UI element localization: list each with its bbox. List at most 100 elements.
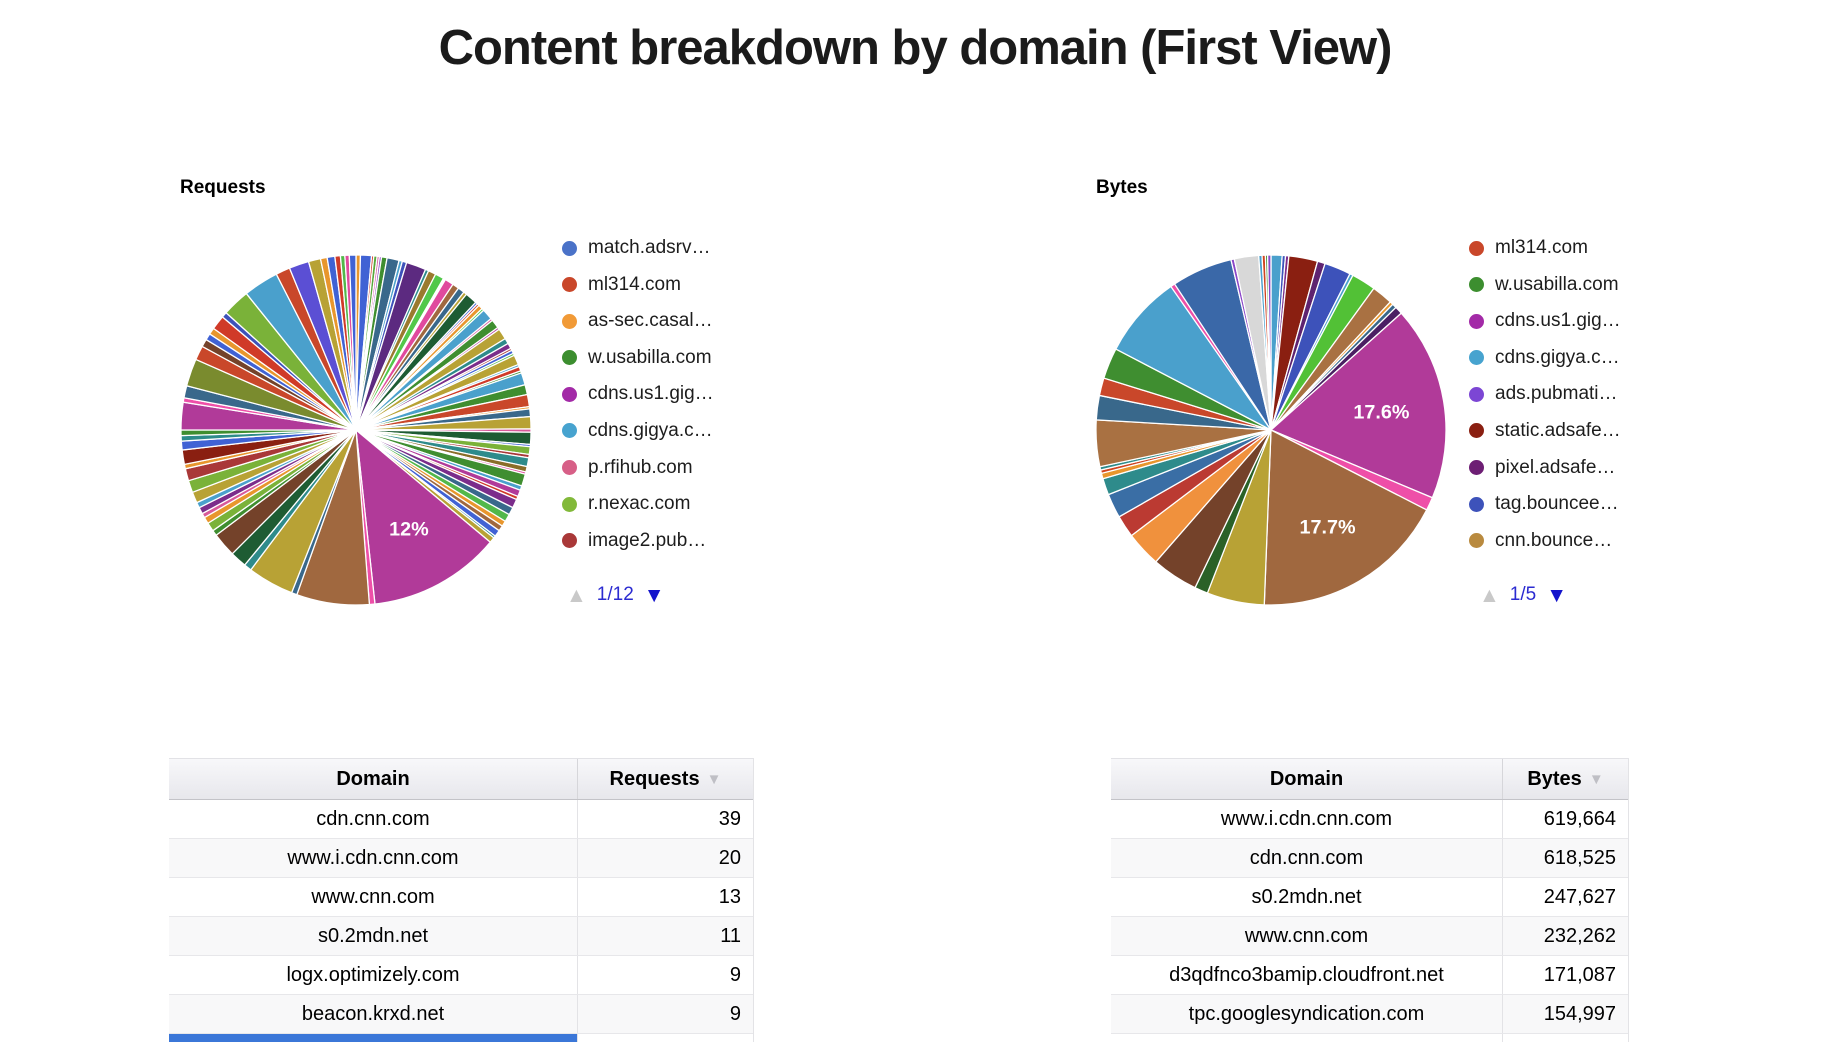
legend-label: tag.bouncee… — [1495, 493, 1619, 515]
table-row[interactable]: www.i.cdn.cnn.com 20 — [169, 839, 753, 878]
legend-label: image2.pub… — [588, 529, 707, 551]
legend-page-up-icon[interactable]: ▲ — [566, 583, 587, 607]
legend-swatch-icon — [562, 533, 577, 549]
table-row[interactable]: s0.2mdn.net 11 — [169, 917, 753, 956]
pie-slice[interactable] — [348, 254, 357, 431]
requests-legend: match.adsrv… ml314.com as-sec.casal… w.usab… — [562, 237, 714, 566]
bytes-pie-chart[interactable]: 17.6% 17.7% — [1093, 252, 1449, 608]
legend-swatch-icon — [562, 460, 577, 476]
legend-label: static.adsafe… — [1495, 419, 1621, 441]
legend-item[interactable]: ml314.com — [562, 274, 714, 296]
partial-row-value-cell — [577, 1034, 753, 1042]
legend-item[interactable]: tag.bouncee… — [1469, 493, 1621, 515]
pie-slice[interactable] — [355, 428, 492, 605]
legend-label: w.usabilla.com — [1495, 273, 1619, 295]
legend-swatch-icon — [562, 423, 577, 439]
requests-legend-pager: ▲ 1/12 ▼ — [566, 584, 665, 606]
bytes-chart-label: Bytes — [1096, 177, 1148, 198]
value-cell: 11 — [577, 917, 753, 955]
legend-item[interactable]: cdns.gigya.c… — [562, 420, 714, 442]
requests-pie-chart[interactable]: 12% — [178, 252, 534, 608]
legend-item[interactable]: w.usabilla.com — [1469, 274, 1621, 296]
legend-label: p.rfihub.com — [588, 456, 693, 478]
domain-header-label: Domain — [336, 767, 410, 790]
legend-item[interactable]: cdns.gigya.c… — [1469, 347, 1621, 369]
table-row[interactable]: cdn.cnn.com 618,525 — [1111, 839, 1628, 878]
value-cell: 247,627 — [1502, 878, 1628, 916]
value-cell: 9 — [577, 995, 753, 1033]
legend-label: pixel.adsafe… — [1495, 456, 1616, 478]
value-cell: 154,997 — [1502, 995, 1628, 1033]
pie-slice[interactable] — [1269, 312, 1447, 499]
domain-cell: tpc.googlesyndication.com — [1188, 1002, 1425, 1025]
sort-descending-icon: ▼ — [706, 770, 722, 788]
table-row[interactable]: beacon.krxd.net 9 — [169, 995, 753, 1034]
pie-slice-percent-label: 17.7% — [1300, 517, 1356, 539]
sort-descending-icon: ▼ — [1588, 770, 1604, 788]
table-row[interactable]: cdn.cnn.com 39 — [169, 800, 753, 839]
table-partial-row[interactable] — [1111, 1034, 1628, 1042]
page-title: Content breakdown by domain (First View) — [438, 21, 1393, 75]
domain-cell: www.cnn.com — [311, 885, 435, 908]
legend-item[interactable]: as-sec.casal… — [562, 310, 714, 332]
table-row[interactable]: d3qdfnco3bamip.cloudfront.net 171,087 — [1111, 956, 1628, 995]
legend-label: r.nexac.com — [588, 493, 691, 515]
table-row[interactable]: www.i.cdn.cnn.com 619,664 — [1111, 800, 1628, 839]
legend-page-down-icon[interactable]: ▼ — [1546, 583, 1568, 607]
requests-column-header[interactable]: Requests ▼ — [577, 759, 753, 799]
legend-item[interactable]: r.nexac.com — [562, 493, 714, 515]
value-cell: 20 — [577, 839, 753, 877]
domain-column-header[interactable]: Domain — [169, 759, 577, 799]
value-cell: 39 — [577, 800, 753, 838]
legend-item[interactable]: pixel.adsafe… — [1469, 457, 1621, 479]
legend-item[interactable]: image2.pub… — [562, 530, 714, 552]
table-row[interactable]: tpc.googlesyndication.com 154,997 — [1111, 995, 1628, 1034]
table-header-row: Domain Requests ▼ — [169, 758, 753, 800]
legend-label: ml314.com — [588, 273, 681, 295]
legend-swatch-icon — [1469, 386, 1484, 402]
legend-item[interactable]: ml314.com — [1469, 237, 1621, 259]
legend-label: cdns.gigya.c… — [1495, 346, 1620, 368]
legend-item[interactable]: ads.pubmati… — [1469, 383, 1621, 405]
domain-header-label: Domain — [1269, 767, 1344, 790]
value-cell: 618,525 — [1502, 839, 1628, 877]
partial-row-domain-cell — [169, 1034, 577, 1042]
legend-swatch-icon — [562, 277, 577, 293]
domain-cell: d3qdfnco3bamip.cloudfront.net — [1169, 963, 1444, 986]
legend-swatch-icon — [1469, 350, 1484, 366]
legend-label: cdns.us1.gig… — [1495, 310, 1621, 332]
requests-table: Domain Requests ▼ cdn.cnn.com 39 www.i.cdn… — [169, 758, 754, 1042]
value-cell: 13 — [577, 878, 753, 916]
table-row[interactable]: www.cnn.com 232,262 — [1111, 917, 1628, 956]
domain-cell: cdn.cnn.com — [316, 807, 430, 830]
legend-item[interactable]: cdns.us1.gig… — [1469, 310, 1621, 332]
legend-swatch-icon — [1469, 423, 1484, 439]
legend-label: as-sec.casal… — [588, 310, 713, 332]
legend-item[interactable]: static.adsafe… — [1469, 420, 1621, 442]
legend-item[interactable]: match.adsrv… — [562, 237, 714, 259]
legend-swatch-icon — [1469, 460, 1484, 476]
bytes-column-header[interactable]: Bytes ▼ — [1502, 759, 1628, 799]
table-partial-row[interactable] — [169, 1034, 753, 1042]
legend-item[interactable]: p.rfihub.com — [562, 457, 714, 479]
pie-slice-percent-label: 17.6% — [1353, 401, 1409, 423]
legend-page-up-icon[interactable]: ▲ — [1479, 583, 1500, 607]
table-row[interactable]: logx.optimizely.com 9 — [169, 956, 753, 995]
legend-swatch-icon — [562, 350, 577, 366]
legend-label: match.adsrv… — [588, 237, 711, 258]
legend-label: ml314.com — [1495, 237, 1588, 258]
table-row[interactable]: s0.2mdn.net 247,627 — [1111, 878, 1628, 917]
value-cell: 619,664 — [1502, 800, 1628, 838]
legend-item[interactable]: cnn.bounce… — [1469, 530, 1621, 552]
legend-item[interactable]: w.usabilla.com — [562, 347, 714, 369]
domain-cell: s0.2mdn.net — [1251, 885, 1362, 908]
value-cell: 232,262 — [1502, 917, 1628, 955]
pie-slice[interactable] — [1263, 428, 1428, 606]
legend-swatch-icon — [562, 240, 577, 256]
legend-swatch-icon — [562, 386, 577, 402]
table-row[interactable]: www.cnn.com 13 — [169, 878, 753, 917]
legend-item[interactable]: cdns.us1.gig… — [562, 383, 714, 405]
legend-page-down-icon[interactable]: ▼ — [643, 583, 665, 607]
domain-column-header[interactable]: Domain — [1111, 759, 1502, 799]
pie-slice[interactable] — [1266, 254, 1272, 431]
